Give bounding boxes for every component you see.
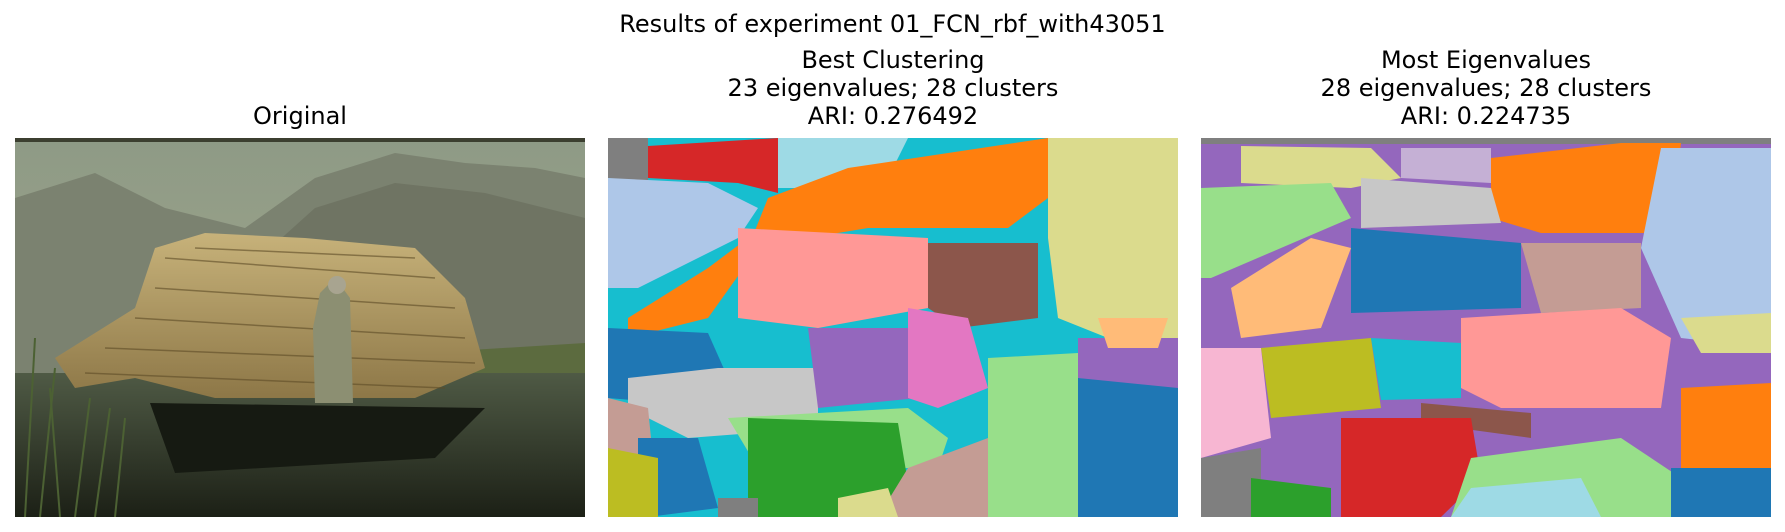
segment-purple-right: [1078, 338, 1178, 388]
segment-lightgreen-right: [988, 353, 1078, 517]
segment-gray-bottom: [718, 498, 758, 517]
segment-cyan: [1371, 338, 1461, 400]
segment-gray-topleft: [608, 138, 648, 183]
foreground-grass: [24, 337, 126, 517]
segment-lightpurple: [1401, 148, 1491, 183]
most-eigenvalues-title-line: Most Eigenvalues: [1380, 46, 1592, 74]
top-edge: [15, 138, 585, 142]
original-image: [15, 138, 585, 517]
segment-salmon: [1461, 308, 1671, 408]
most-eigenvalues-segmentation: [1201, 138, 1771, 517]
best-clustering-image: [608, 138, 1178, 517]
segment-purple: [808, 328, 918, 408]
original-panel-title: Original: [15, 102, 585, 130]
segment-khaki: [1048, 138, 1178, 338]
best-clustering-panel-title: Best Clustering 23 eigenvalues; 28 clust…: [608, 46, 1178, 130]
segment-brown: [1421, 403, 1531, 438]
segment-pink: [908, 308, 988, 408]
man-head: [328, 276, 346, 294]
best-clustering-ari-line: ARI: 0.276492: [807, 102, 979, 130]
segment-lightgreen: [1201, 183, 1351, 278]
segment-lightgray: [1361, 178, 1501, 228]
segment-gray-strip: [1201, 138, 1771, 144]
segment-orange-left: [628, 238, 758, 338]
most-eigenvalues-image: [1201, 138, 1771, 517]
segment-peach-right: [1098, 318, 1168, 348]
segment-rosybrown-bottom: [878, 438, 988, 517]
segment-lightblue: [1641, 148, 1771, 348]
man-figure: [313, 278, 353, 403]
segment-lightblue-left: [608, 178, 758, 288]
segment-blue: [1351, 228, 1521, 313]
original-title-line: Original: [253, 102, 347, 130]
segment-olive: [1261, 338, 1381, 418]
segment-blue-right: [1671, 468, 1771, 517]
best-clustering-title-line: Best Clustering: [801, 46, 985, 74]
segment-peach: [1231, 238, 1351, 338]
segment-lightcyan-bottom: [1451, 478, 1601, 517]
segment-orange-top: [748, 138, 1048, 248]
most-eigenvalues-eigen-line: 28 eigenvalues; 28 clusters: [1320, 74, 1652, 102]
segment-orange-top: [1491, 143, 1681, 233]
segment-olive: [608, 448, 658, 517]
best-clustering-eigen-line: 23 eigenvalues; 28 clusters: [727, 74, 1059, 102]
segment-pink-left: [1201, 348, 1271, 458]
reed-texture: [84, 247, 476, 389]
figure-suptitle: Results of experiment 01_FCN_rbf_with430…: [619, 10, 1166, 38]
segment-red: [1341, 418, 1481, 517]
segment-blue-right: [1078, 378, 1178, 517]
segment-salmon: [738, 228, 928, 328]
segment-green: [1251, 478, 1331, 517]
segment-brown: [928, 243, 1038, 328]
segment-khaki-bottom: [838, 488, 898, 517]
most-eigenvalues-panel-title: Most Eigenvalues 28 eigenvalues; 28 clus…: [1201, 46, 1771, 130]
original-photo: [15, 138, 585, 517]
segment-khaki: [1241, 146, 1401, 188]
segment-red: [648, 138, 778, 193]
segment-khaki-right: [1681, 313, 1771, 353]
segment-gray-bottom: [1201, 448, 1261, 517]
boat: [150, 403, 485, 473]
best-clustering-segmentation: [608, 138, 1178, 517]
most-eigenvalues-ari-line: ARI: 0.224735: [1400, 102, 1572, 130]
segment-rosybrown: [1521, 243, 1641, 313]
segment-orange-right: [1681, 383, 1771, 478]
